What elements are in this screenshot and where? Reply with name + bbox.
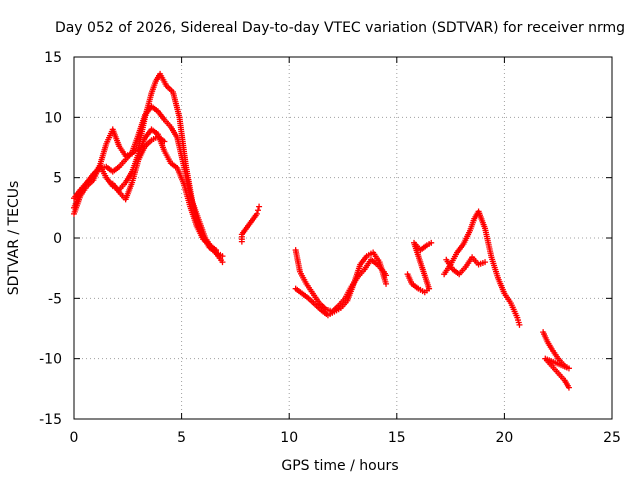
series-trace-i	[441, 208, 523, 328]
data-point	[213, 247, 220, 254]
series-trace-c	[71, 126, 220, 254]
data-point	[516, 321, 523, 328]
series-trace-e	[238, 203, 263, 245]
y-tick-label: 10	[44, 110, 62, 126]
series-trace-d	[109, 133, 168, 203]
series-trace-g	[292, 249, 390, 319]
x-tick-label: 5	[177, 430, 186, 446]
data-point	[219, 259, 226, 266]
data-point	[253, 210, 260, 217]
data-point	[428, 239, 435, 246]
x-tick-label: 15	[388, 430, 406, 446]
data-point	[254, 207, 261, 214]
data-point	[383, 280, 390, 287]
x-tick-label: 10	[280, 430, 298, 446]
x-tick-label: 20	[495, 430, 513, 446]
y-axis-label: SDTVAR / TECUs	[6, 181, 22, 296]
series-trace-k	[540, 329, 572, 391]
data-point	[482, 259, 489, 266]
data-point	[565, 384, 572, 391]
data-point	[219, 253, 226, 260]
x-axis-label: GPS time / hours	[281, 458, 398, 474]
series-trace-j	[443, 254, 489, 278]
axis-ticks: 0 5 10 15 20 25 -15 -10 -5 0 5 10 15	[39, 50, 621, 446]
data-points	[71, 70, 572, 391]
y-tick-label: -10	[39, 352, 62, 368]
y-tick-label: -15	[39, 412, 62, 428]
y-tick-label: 0	[53, 231, 62, 247]
series-trace-h	[404, 239, 435, 296]
x-tick-label: 0	[70, 430, 79, 446]
data-point	[161, 138, 168, 145]
y-tick-label: 5	[53, 171, 62, 187]
grid	[74, 57, 612, 419]
y-tick-label: -5	[48, 291, 62, 307]
data-point	[256, 203, 263, 210]
chart-title: Day 052 of 2026, Sidereal Day-to-day VTE…	[55, 20, 625, 36]
x-tick-label: 25	[603, 430, 621, 446]
y-tick-label: 15	[44, 50, 62, 66]
